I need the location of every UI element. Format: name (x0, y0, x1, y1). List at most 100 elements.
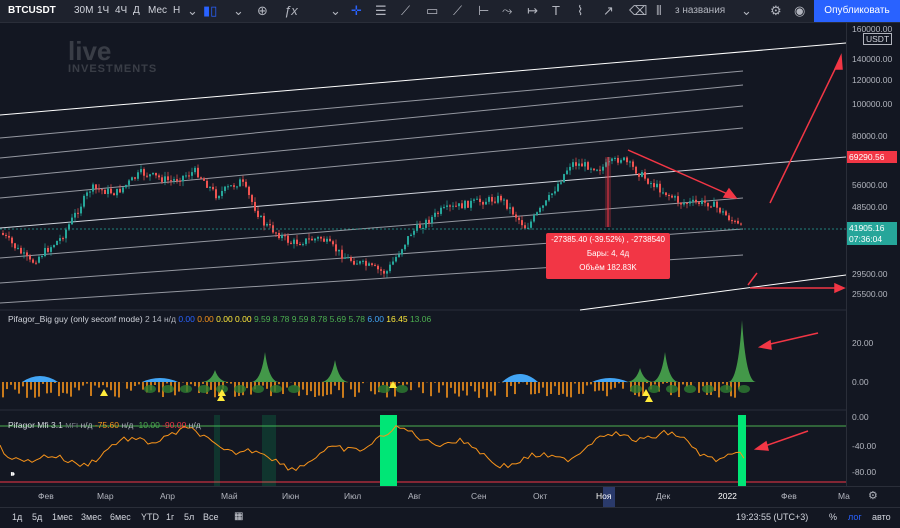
indicator2-name[interactable]: Pifagor Mfi 3.1 (8, 420, 63, 430)
interval-30m[interactable]: 30М (74, 0, 93, 22)
mfi-zone-faint[interactable] (262, 415, 276, 486)
range-1m[interactable]: 1мес (52, 512, 73, 522)
time-tick: 2022 (718, 491, 737, 501)
arrowhead-icon[interactable] (760, 341, 771, 349)
chevron-down-icon[interactable]: ⌄ (187, 0, 198, 22)
candles-icon[interactable]: ▮▯ (203, 0, 217, 22)
indicator1-legend[interactable]: Pifagor_Big guy (only seconf mode) 2 14 … (8, 314, 431, 324)
add-indicator-icon[interactable]: ⊕ (257, 0, 268, 22)
ind1-bar (586, 382, 588, 385)
mfi-zone-faint[interactable] (214, 415, 220, 486)
arrowhead-icon[interactable] (756, 442, 768, 450)
mfi-zone[interactable] (738, 415, 746, 486)
gear-icon[interactable]: ⚙ (868, 489, 878, 502)
time-axis[interactable]: Фев Мар Апр Май Июн Июл Авг Сен Окт Ноя … (0, 486, 900, 507)
range-3m[interactable]: 3мес (81, 512, 102, 522)
layout-name[interactable]: з названия (675, 0, 725, 22)
symbol-label[interactable]: BTCUSDT (8, 5, 56, 16)
rectangle-icon[interactable]: ▭ (426, 0, 438, 22)
log-toggle[interactable]: лог (848, 512, 862, 522)
interval-1d[interactable]: Д (133, 0, 140, 22)
ind1-bar (562, 382, 564, 394)
currency-label[interactable]: USDT (863, 33, 892, 45)
range-5d[interactable]: 5д (32, 512, 42, 522)
time-tick: Дек (656, 491, 670, 501)
text-tool-icon[interactable]: T (552, 0, 560, 22)
range-5y[interactable]: 5л (184, 512, 194, 522)
eraser-icon[interactable]: ⌫ (629, 0, 647, 22)
chevron-down-icon[interactable]: ⌄ (330, 0, 341, 22)
arrow-tool-icon[interactable]: ↗ (603, 0, 614, 22)
publish-button[interactable]: Опубликовать (814, 0, 900, 22)
candle-body (83, 196, 85, 207)
trendline-icon[interactable]: ⟋ (401, 0, 410, 22)
indicator2-legend[interactable]: Pifagor Mfi 3.1 MFI н/д -75.60 н/д -10.0… (8, 420, 201, 430)
lines-icon[interactable]: ☰ (375, 0, 387, 22)
arrowhead-icon[interactable] (724, 189, 736, 198)
chart-area[interactable]: ⁍ live INVESTMENTS -27385.40 (-39.52%) ,… (0, 23, 846, 486)
indicators-icon[interactable]: ƒx (284, 0, 298, 22)
tooltip-bars: Бары: 4, 4д (546, 247, 670, 261)
chevron-down-icon[interactable]: ⌄ (233, 0, 244, 22)
camera-icon[interactable]: ◉ (794, 0, 805, 22)
candle-body (332, 241, 334, 244)
ind1-bar (430, 382, 432, 396)
ind1-bar (10, 382, 12, 385)
clock[interactable]: 19:23:55 (UTC+3) (736, 512, 808, 522)
gear-icon[interactable]: ⚙ (770, 0, 782, 22)
mfi-zone[interactable] (380, 415, 397, 486)
candle-body (26, 252, 28, 256)
arrow-small[interactable] (748, 273, 757, 285)
indicator-bigguy-plot[interactable] (2, 320, 756, 402)
ind1-bar (358, 382, 360, 393)
range-6m[interactable]: 6мес (110, 512, 131, 522)
price-tick: 140000.00 (852, 54, 892, 64)
ind1-bar (166, 382, 168, 383)
range-1d[interactable]: 1д (12, 512, 22, 522)
range-ytd[interactable]: YTD (141, 512, 159, 522)
range-1y[interactable]: 1г (166, 512, 174, 522)
percent-toggle[interactable]: % (829, 512, 837, 522)
ind1-bar (22, 382, 24, 386)
ind1-bar (610, 382, 612, 389)
candle-body (578, 164, 580, 166)
auto-toggle[interactable]: авто (872, 512, 891, 522)
pitchfork-icon[interactable]: ⌇ (577, 0, 583, 22)
candle-body (182, 176, 184, 182)
arrow-down-right[interactable] (628, 150, 730, 195)
indicator1-name[interactable]: Pifagor_Big guy (only seconf mode) (8, 314, 143, 324)
ray-icon[interactable]: ↦ (527, 0, 538, 22)
ind1-dot (666, 385, 678, 393)
ind1-bar (434, 382, 436, 383)
candle-body (62, 238, 64, 239)
mfi-line[interactable] (0, 426, 744, 471)
calendar-icon[interactable]: ▦ (234, 511, 243, 522)
range-all[interactable]: Все (203, 512, 219, 522)
bars-pattern-icon[interactable]: ⦀ (656, 0, 662, 22)
ind1-bar (438, 382, 440, 393)
chevron-down-icon[interactable]: ⌄ (741, 0, 752, 22)
parallel-channel[interactable] (0, 43, 846, 310)
candle-body (104, 190, 106, 194)
arrow-up-right[interactable] (770, 63, 838, 203)
interval-1h[interactable]: 1Ч (97, 0, 109, 22)
arrow-left-ind2[interactable] (762, 431, 808, 447)
candle-body (137, 172, 139, 179)
candle-body (50, 247, 52, 252)
horizontal-line-icon[interactable]: ⊢ (478, 0, 489, 22)
interval-4h[interactable]: 4Ч (115, 0, 127, 22)
chart-canvas[interactable]: ⁍ (0, 23, 846, 486)
arrow-left-ind1[interactable] (766, 333, 818, 345)
ind1-bar (130, 382, 132, 391)
interval-1w[interactable]: Н (173, 0, 180, 22)
arrowhead-icon[interactable] (835, 284, 844, 292)
candle-body (65, 230, 67, 239)
arrowhead-icon[interactable] (835, 56, 842, 69)
ind1-dot (702, 385, 714, 393)
path-icon[interactable]: ⤳ (502, 0, 512, 22)
interval-1m[interactable]: Мес (148, 0, 167, 22)
crosshair-icon[interactable]: ✛ (351, 0, 362, 22)
brush-icon[interactable]: ⟋ (453, 0, 462, 22)
candle-body (77, 213, 79, 214)
price-axis[interactable]: 160000.00 USDT 140000.00 120000.00 10000… (846, 23, 900, 486)
